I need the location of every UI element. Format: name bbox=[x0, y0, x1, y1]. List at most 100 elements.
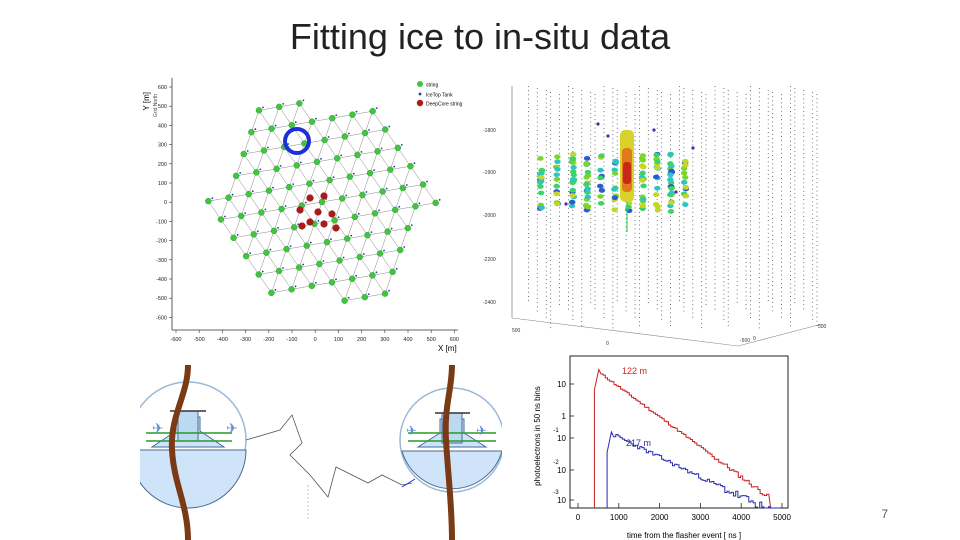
hit-marker bbox=[570, 169, 577, 175]
dom-dot bbox=[767, 144, 769, 146]
dom-dot bbox=[750, 107, 751, 108]
dom-dot bbox=[750, 136, 751, 138]
dom-dot bbox=[545, 262, 547, 264]
hist-y-tick-label: 10 bbox=[557, 466, 566, 475]
dom-dot bbox=[812, 293, 814, 295]
dom-dot bbox=[812, 100, 814, 102]
dom-dot bbox=[550, 314, 552, 316]
dom-dot bbox=[683, 239, 685, 241]
dom-dot bbox=[568, 86, 569, 87]
dom-dot bbox=[803, 98, 805, 100]
dom-dot bbox=[683, 92, 685, 94]
dom-string bbox=[772, 92, 774, 312]
dom-dot bbox=[647, 180, 649, 182]
dom-dot bbox=[812, 176, 814, 177]
dom-dot bbox=[727, 224, 729, 226]
dom-dot bbox=[727, 249, 729, 251]
string-link bbox=[334, 198, 343, 221]
dom-dot bbox=[816, 312, 818, 314]
dom-dot bbox=[723, 251, 725, 253]
map-y-tick-label: -100 bbox=[156, 219, 167, 225]
dom-dot bbox=[772, 281, 774, 282]
dom-dot bbox=[812, 213, 814, 215]
dom-dot bbox=[816, 220, 818, 221]
dom-dot bbox=[812, 184, 814, 186]
dom-dot bbox=[705, 140, 707, 142]
dom-dot bbox=[647, 184, 649, 186]
dom-dot bbox=[790, 317, 791, 318]
dom-dot bbox=[594, 287, 596, 289]
dom-dot bbox=[536, 264, 538, 266]
dom-dot bbox=[568, 128, 569, 129]
dom-dot bbox=[790, 224, 791, 226]
dom-dot bbox=[803, 119, 805, 121]
string-marker bbox=[339, 195, 346, 202]
dom-dot bbox=[705, 131, 707, 133]
dom-dot bbox=[634, 123, 636, 125]
dom-dot bbox=[750, 102, 751, 104]
dom-dot bbox=[683, 230, 685, 232]
dom-dot bbox=[528, 195, 529, 197]
dom-dot bbox=[692, 182, 694, 184]
dom-dot bbox=[745, 211, 747, 213]
dom-dot bbox=[794, 272, 796, 274]
dom-dot bbox=[745, 287, 747, 289]
dom-dot bbox=[528, 291, 529, 293]
string-marker bbox=[285, 183, 293, 191]
dom-dot bbox=[736, 134, 738, 135]
dom-dot bbox=[603, 153, 605, 155]
string-link bbox=[251, 128, 272, 133]
dom-dot bbox=[781, 94, 782, 95]
dom-dot bbox=[612, 155, 614, 157]
dom-dot bbox=[683, 134, 685, 136]
dom-dot bbox=[590, 268, 592, 270]
event-floor-axes bbox=[511, 317, 823, 347]
dom-dot bbox=[647, 117, 649, 119]
dom-dot bbox=[616, 98, 618, 100]
page-number: 7 bbox=[881, 507, 888, 521]
dom-dot bbox=[727, 258, 729, 259]
dom-dot bbox=[772, 129, 774, 131]
dom-dot bbox=[803, 279, 805, 280]
string-link bbox=[344, 278, 353, 301]
dom-dot bbox=[723, 113, 725, 115]
dom-dot bbox=[612, 306, 614, 308]
dom-dot bbox=[679, 165, 680, 167]
dom-dot bbox=[550, 92, 552, 93]
dom-dot bbox=[781, 98, 782, 100]
dom-dot bbox=[568, 245, 569, 247]
hit-marker bbox=[584, 169, 592, 175]
dom-dot bbox=[559, 266, 560, 268]
dom-dot bbox=[594, 106, 596, 108]
string-link bbox=[326, 238, 348, 243]
dom-dot bbox=[790, 212, 791, 213]
dom-dot bbox=[692, 144, 694, 146]
dom-dot bbox=[750, 199, 751, 201]
dom-dot bbox=[701, 272, 703, 274]
string-link bbox=[233, 234, 254, 239]
dom-dot bbox=[634, 127, 636, 129]
dom-dot bbox=[794, 289, 796, 291]
dom-dot bbox=[603, 317, 605, 318]
dom-dot bbox=[772, 222, 774, 224]
hit-marker bbox=[668, 200, 675, 205]
dom-dot bbox=[625, 268, 627, 270]
dom-dot bbox=[647, 243, 649, 245]
dom-dot bbox=[772, 159, 774, 161]
string-marker bbox=[412, 203, 419, 210]
string-marker bbox=[328, 279, 336, 286]
dom-dot bbox=[683, 310, 685, 312]
dom-dot bbox=[545, 98, 547, 100]
dom-dot bbox=[727, 182, 729, 184]
dom-dot bbox=[816, 203, 818, 205]
dom-dot bbox=[536, 247, 538, 249]
dom-dot bbox=[661, 129, 663, 131]
dom-dot bbox=[736, 302, 738, 303]
dom-dot bbox=[594, 304, 596, 305]
dom-dot bbox=[559, 224, 560, 226]
dom-dot bbox=[603, 165, 605, 167]
dom-dot bbox=[625, 226, 627, 228]
dom-dot bbox=[679, 174, 680, 176]
dom-dot bbox=[647, 222, 649, 224]
dom-dot bbox=[616, 211, 618, 213]
